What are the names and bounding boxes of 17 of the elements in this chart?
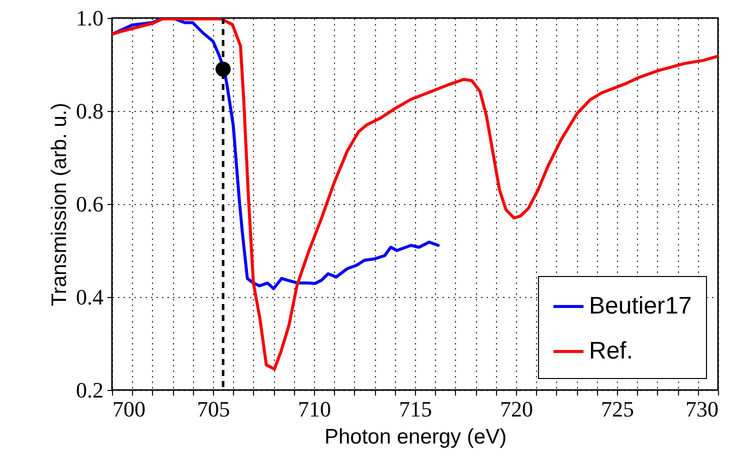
y-tick-label: 0.6 [76, 192, 104, 216]
y-tick-label: 0.4 [76, 284, 104, 310]
x-tick-label: 725 [601, 396, 634, 422]
y-tick-label: 0.2 [76, 378, 104, 402]
x-tick-label: 720 [500, 396, 533, 422]
legend-label: Beutier17 [589, 292, 692, 320]
y-tick-label: 0.8 [76, 98, 104, 124]
y-tick-label: 1.0 [76, 6, 104, 30]
x-tick-label: 705 [197, 396, 230, 422]
legend-label: Ref. [589, 338, 634, 364]
x-axis-title: Photon energy (eV) [324, 426, 507, 448]
line-series [112, 18, 440, 290]
x-tick-label: 700 [112, 396, 146, 422]
x-tick-label: 710 [298, 396, 331, 422]
x-tick-label: 715 [399, 396, 432, 422]
x-tick-label: 730 [686, 396, 718, 422]
y-axis-title: Transmission (arb. u.) [48, 102, 71, 306]
